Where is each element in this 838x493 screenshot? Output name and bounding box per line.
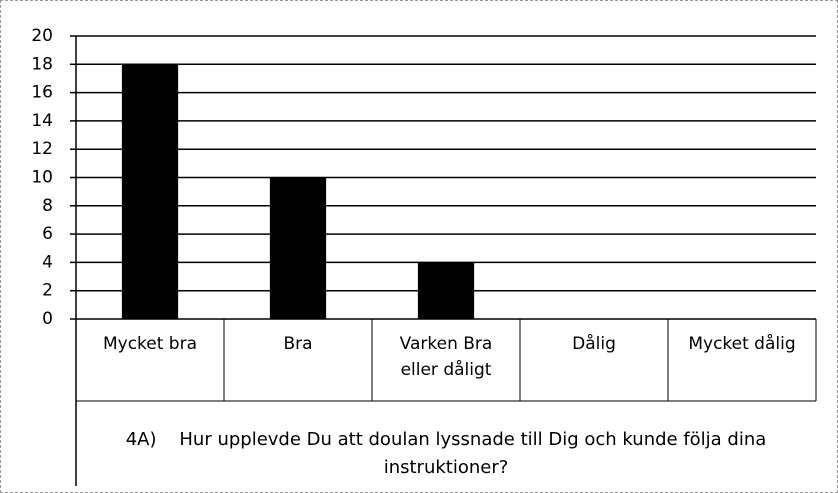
bar <box>121 64 179 319</box>
bar <box>417 262 475 319</box>
x-tick-label: Mycket bra <box>102 334 198 354</box>
x-tick-label: Varken Bra eller dåligt <box>399 334 493 380</box>
bar <box>269 177 327 319</box>
y-tick-label: 4 <box>42 252 53 272</box>
y-tick-label: 20 <box>31 26 53 46</box>
y-tick-label: 12 <box>31 139 53 159</box>
y-tick-label: 14 <box>31 111 53 131</box>
y-tick-label: 18 <box>31 54 53 74</box>
y-tick-label: 0 <box>42 309 53 329</box>
y-tick-label: 16 <box>31 83 53 103</box>
y-tick-label: 6 <box>42 224 53 244</box>
x-tick-label: Dålig <box>572 334 616 354</box>
y-tick-label: 8 <box>42 196 53 216</box>
y-tick-label: 2 <box>42 281 53 301</box>
x-tick-label: Mycket dålig <box>688 334 796 354</box>
chart-title: 4A) Hur upplevde Du att doulan lyssnade … <box>125 429 773 478</box>
y-tick-label: 10 <box>31 168 53 188</box>
x-tick-label: Bra <box>283 334 313 354</box>
